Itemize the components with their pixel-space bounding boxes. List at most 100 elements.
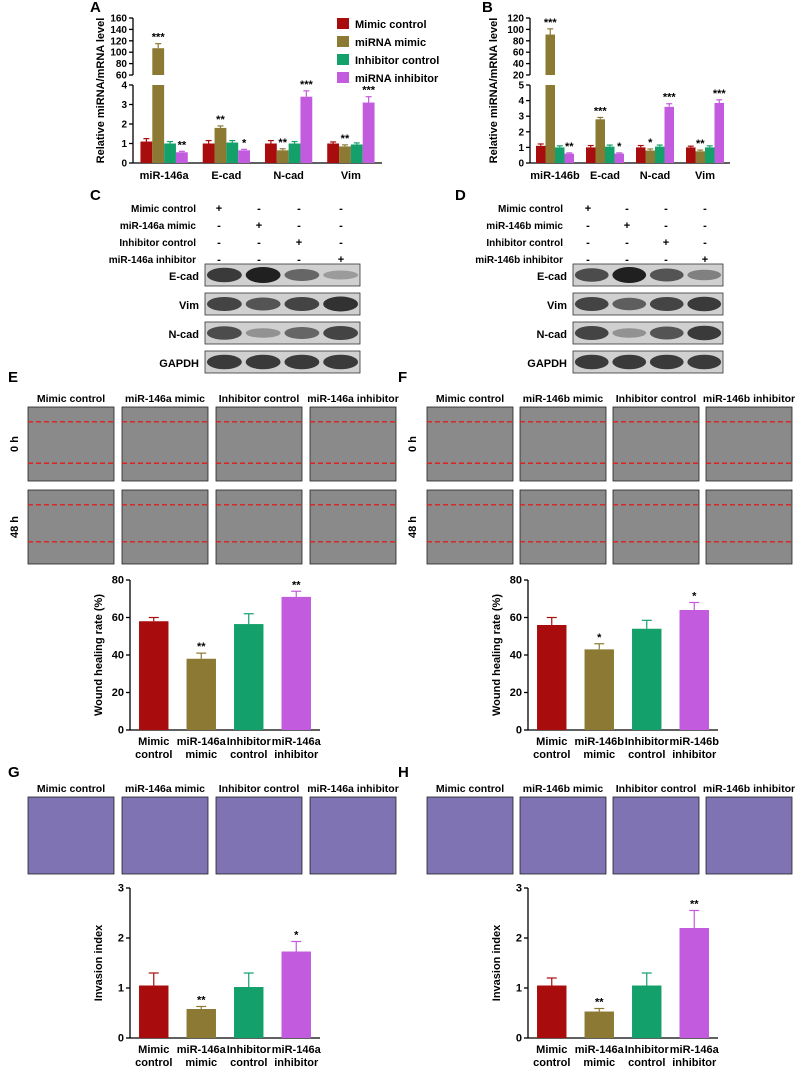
blot-D-sign: - [625, 254, 629, 266]
chart-A-bar [264, 143, 277, 163]
images-H-micrograph [705, 796, 793, 875]
chart-A-bar [300, 96, 313, 163]
chart-H-bar [679, 928, 709, 1038]
blot-C-band [323, 354, 359, 370]
blot-C-sign: - [339, 220, 343, 232]
chart-G-category-label: mimic [185, 1057, 217, 1069]
blot-D-sign: - [625, 203, 629, 215]
chart-F-category-label: miR-146b [669, 736, 719, 748]
blot-C-band-label: GAPDH [159, 358, 199, 370]
chart-E-category-label: control [230, 749, 267, 761]
chart-F-category-label: Mimic [536, 736, 567, 748]
images-E-row-label: 48 h [9, 516, 21, 538]
blot-D-band [649, 297, 684, 311]
chart-F-tick-label: 60 [510, 612, 522, 624]
blot-C-sign: - [297, 203, 301, 215]
blot-C-sign: + [216, 203, 222, 215]
images-E-micrograph [27, 406, 115, 482]
images-G-header: miR-146a mimic [125, 783, 205, 795]
chart-F-category-label: Inhibitor [625, 736, 670, 748]
chart-A-significance: *** [152, 32, 166, 44]
chart-B-significance: ** [696, 138, 705, 150]
chart-B-bar [664, 106, 674, 163]
images-E-micrograph [309, 489, 397, 565]
blot-C-condition-label: Inhibitor control [119, 238, 196, 249]
chart-A-bar [140, 141, 153, 163]
legend-label: Inhibitor control [355, 55, 439, 67]
chart-F-category-label: inhibitor [672, 749, 717, 761]
images-F-micrograph [426, 406, 514, 482]
chart-B-significance: * [617, 141, 622, 153]
chart-B-bar [686, 147, 696, 163]
chart-A-tick-label: 80 [116, 59, 128, 70]
chart-E-bar [139, 621, 169, 730]
blot-C-sign: - [257, 237, 261, 249]
blot-D-band [687, 269, 722, 281]
chart-A-bar [350, 144, 363, 163]
images-F-row-label: 0 h [407, 436, 419, 452]
chart-G-category-label: control [135, 1057, 172, 1069]
chart-A-category-label: N-cad [273, 170, 304, 182]
chart-F-bar [632, 628, 662, 730]
chart-A-tick-label: 140 [110, 25, 127, 36]
chart-E-tick-label: 20 [112, 687, 124, 699]
chart-G-ylabel: Invasion index [93, 924, 105, 1001]
blot-C-sign: - [297, 220, 301, 232]
chart-H-category-label: inhibitor [672, 1057, 717, 1069]
chart-H-category-label: miR-146a [670, 1044, 720, 1056]
images-F-header: miR-146b mimic [523, 393, 604, 405]
chart-A-tick-label: 100 [110, 48, 127, 59]
blot-C-band [284, 327, 320, 339]
chart-H-tick-label: 3 [516, 883, 522, 895]
blot-C-band-label: N-cad [168, 329, 199, 341]
blot-C-sign: - [217, 220, 221, 232]
blot-C-band-label: Vim [179, 300, 199, 312]
chart-H-category-label: control [533, 1057, 570, 1069]
blot-D-sign: + [585, 203, 591, 215]
blot-C-sign: - [339, 237, 343, 249]
blot-D-sign: - [664, 254, 668, 266]
chart-G-bar [234, 987, 264, 1038]
chart-E-tick-label: 80 [112, 575, 124, 587]
blot-D-band [574, 268, 609, 282]
images-E-header: Inhibitor control [219, 393, 300, 405]
chart-A-bar [238, 150, 251, 163]
blot-D-condition-label: miR-146b inhibitor [475, 255, 563, 266]
images-E-micrograph [309, 406, 397, 482]
blot-C-sign: - [339, 203, 343, 215]
chart-B-bar [536, 145, 546, 163]
chart-A-significance: ** [178, 139, 187, 151]
chart-G-category-label: control [230, 1057, 267, 1069]
chart-H-significance: ** [690, 899, 699, 911]
blot-D-band [574, 326, 609, 340]
chart-B-bar [595, 119, 605, 163]
chart-H-tick-label: 0 [516, 1033, 522, 1045]
chart-B-tick-label: 20 [513, 71, 525, 82]
blot-C-sign: - [217, 237, 221, 249]
chart-B-bar [545, 34, 555, 75]
chart-A-category-label: miR-146a [140, 170, 190, 182]
blot-D-band [612, 297, 647, 311]
blot-D-band [612, 267, 647, 283]
chart-A-bar [276, 150, 289, 163]
chart-A-bar [152, 48, 165, 75]
chart-A-category-label: E-cad [211, 170, 241, 182]
chart-E-ylabel: Wound healing rate (%) [93, 594, 105, 716]
chart-B-bar [614, 153, 624, 163]
chart-F-category-label: control [628, 749, 665, 761]
images-F-micrograph [519, 406, 607, 482]
chart-F-bar [584, 649, 614, 730]
chart-G-category-label: miR-146a [272, 1044, 322, 1056]
chart-F-category-label: mimic [583, 749, 615, 761]
chart-A-significance: * [242, 137, 247, 149]
chart-F-bar [679, 610, 709, 730]
blot-C-band [284, 354, 320, 370]
chart-B-tick-label: 4 [518, 96, 524, 107]
blot-D-band [649, 354, 684, 370]
chart-B-tick-label: 40 [513, 59, 525, 70]
chart-G-significance: ** [197, 995, 206, 1007]
blot-C-band [284, 297, 320, 311]
chart-G-tick-label: 1 [118, 983, 124, 995]
blot-D-membrane [572, 292, 724, 316]
